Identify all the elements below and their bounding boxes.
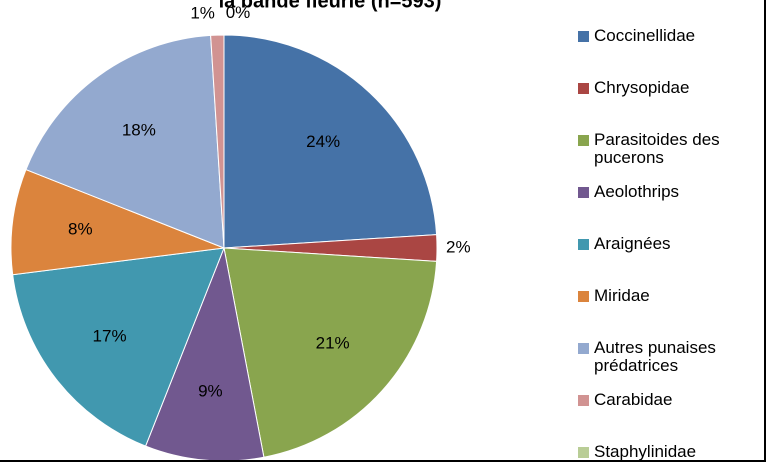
legend-item: Staphylinidae xyxy=(578,442,758,461)
legend-label: Coccinellidae xyxy=(594,26,696,45)
legend-label: Staphylinidae xyxy=(594,442,697,461)
legend-item: Coccinellidae xyxy=(578,27,758,45)
legend-label: Parasitoides des pucerons xyxy=(594,130,720,167)
legend-label: Araignées xyxy=(594,234,671,253)
legend-label: Carabidae xyxy=(594,390,673,409)
legend-item: Carabidae xyxy=(578,391,758,409)
data-label: 17% xyxy=(93,326,127,345)
pie-slice xyxy=(223,247,438,458)
pie-slice xyxy=(25,34,225,249)
legend-swatch xyxy=(578,187,589,198)
legend-item: Miridae xyxy=(578,287,758,305)
legend-label: Miridae xyxy=(594,286,650,305)
data-label: 18% xyxy=(122,120,156,139)
legend-label: Aeolothrips xyxy=(594,182,680,201)
pie-slice xyxy=(10,168,225,276)
legend-item: Aeolothrips xyxy=(578,183,758,201)
legend-swatch xyxy=(578,343,589,354)
legend-swatch xyxy=(578,291,589,302)
data-label: 21% xyxy=(316,333,350,352)
data-label: 0% xyxy=(226,3,251,22)
legend-item: Araignées xyxy=(578,235,758,253)
pie-slice xyxy=(12,247,225,447)
chart-title: la bande fleurie (n=593) xyxy=(219,0,442,12)
data-label: 24% xyxy=(306,132,340,151)
data-label: 1% xyxy=(190,3,215,22)
legend-swatch xyxy=(578,83,589,94)
legend-label: Chrysopidae xyxy=(594,78,690,97)
legend-item: Parasitoides des pucerons xyxy=(578,131,758,167)
legend-swatch xyxy=(578,239,589,250)
data-label: 8% xyxy=(68,219,93,238)
legend-swatch xyxy=(578,395,589,406)
legend-item: Chrysopidae xyxy=(578,79,758,97)
legend-swatch xyxy=(578,31,589,42)
legend-swatch xyxy=(578,447,589,458)
legend-swatch xyxy=(578,135,589,146)
data-label: 9% xyxy=(198,382,223,401)
pie-slice xyxy=(223,34,438,249)
legend-item: Autres punaises prédatrices xyxy=(578,339,758,375)
pie-slice xyxy=(144,246,265,460)
legend-label: Autres punaises prédatrices xyxy=(594,338,716,375)
data-label: 2% xyxy=(446,237,471,256)
